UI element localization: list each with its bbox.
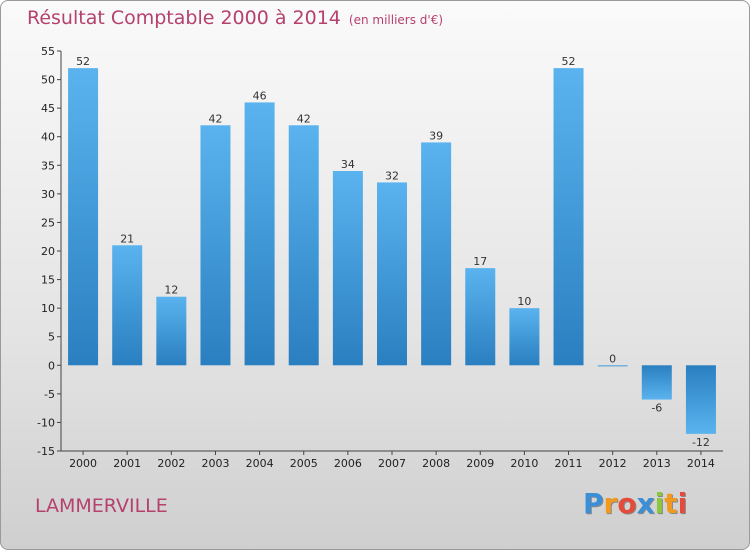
- bar-value-label: 10: [517, 295, 531, 308]
- bar-value-label: 12: [164, 284, 178, 297]
- y-tick-label: 35: [41, 159, 55, 172]
- bar: [465, 268, 496, 366]
- x-tick-label: 2007: [378, 457, 406, 470]
- bar: [421, 142, 452, 366]
- bar: [509, 308, 540, 366]
- x-tick-label: 2009: [466, 457, 494, 470]
- x-tick-label: 2004: [246, 457, 274, 470]
- bar-value-label: -12: [692, 436, 710, 449]
- x-tick-label: 2005: [290, 457, 318, 470]
- logo-letter: o: [617, 487, 637, 520]
- x-tick-label: 2001: [113, 457, 141, 470]
- x-tick-label: 2014: [687, 457, 715, 470]
- bar: [68, 68, 99, 366]
- x-tick-label: 2000: [69, 457, 97, 470]
- x-tick-label: 2013: [643, 457, 671, 470]
- logo-letter: t: [664, 487, 678, 520]
- chart-title: Résultat Comptable 2000 à 2014 (en millie…: [27, 7, 443, 29]
- x-tick-label: 2008: [422, 457, 450, 470]
- bar: [112, 245, 143, 366]
- y-tick-label: 15: [41, 274, 55, 287]
- bar: [288, 125, 319, 366]
- x-tick-label: 2006: [334, 457, 362, 470]
- x-tick-label: 2010: [510, 457, 538, 470]
- bar: [685, 365, 716, 434]
- bar-value-label: 0: [609, 352, 616, 365]
- bar-value-label: 52: [562, 55, 576, 68]
- y-tick-label: 55: [41, 45, 55, 58]
- logo-letter: i: [677, 487, 688, 520]
- bar: [641, 365, 672, 400]
- place-name: LAMMERVILLE: [35, 495, 168, 517]
- logo-letter: P: [583, 487, 604, 520]
- y-tick-label: -10: [37, 416, 55, 429]
- x-tick-label: 2012: [599, 457, 627, 470]
- y-tick-label: 25: [41, 216, 55, 229]
- y-tick-label: 50: [41, 74, 55, 87]
- y-tick-label: 10: [41, 302, 55, 315]
- bar: [156, 296, 187, 366]
- x-tick-label: 2002: [157, 457, 185, 470]
- logo-letter: i: [654, 487, 665, 520]
- bar-value-label: 39: [429, 129, 443, 142]
- logo-letter: r: [603, 487, 618, 520]
- y-tick-label: 0: [48, 359, 55, 372]
- y-tick-label: -5: [44, 388, 55, 401]
- chart-subtitle: (en milliers d'€): [348, 13, 444, 27]
- bar-value-label: 21: [120, 232, 134, 245]
- bar: [244, 102, 275, 366]
- bar: [553, 68, 584, 366]
- chart-bars: [68, 68, 716, 434]
- chart-data-labels: 52 21 12 42 46 42 34 32 39 17 10 52 0 -6 -12: [76, 55, 710, 449]
- chart-title-text: Résultat Comptable 2000 à 2014: [27, 7, 341, 29]
- bar-value-label: 42: [297, 112, 311, 125]
- x-tick-label: 2003: [201, 457, 229, 470]
- bar: [200, 125, 231, 366]
- y-tick-label: 20: [41, 245, 55, 258]
- bar: [377, 182, 407, 366]
- bar: [597, 365, 628, 367]
- bar-value-label: 52: [76, 55, 90, 68]
- bar-value-label: 17: [473, 255, 487, 268]
- y-tick-label: 40: [41, 131, 55, 144]
- y-tick-label: 5: [48, 331, 55, 344]
- x-tick-label: 2011: [555, 457, 583, 470]
- bar-value-label: 34: [341, 158, 355, 171]
- proxiti-logo: Proxiti: [583, 487, 687, 520]
- bar-value-label: 46: [253, 89, 267, 102]
- logo-letter: x: [636, 487, 655, 520]
- y-tick-label: -15: [37, 445, 55, 458]
- y-tick-label: 30: [41, 188, 55, 201]
- bar-value-label: -6: [651, 402, 662, 415]
- bar: [332, 171, 363, 366]
- bar-value-label: 42: [208, 112, 222, 125]
- bar-value-label: 32: [385, 169, 399, 182]
- y-tick-label: 45: [41, 102, 55, 115]
